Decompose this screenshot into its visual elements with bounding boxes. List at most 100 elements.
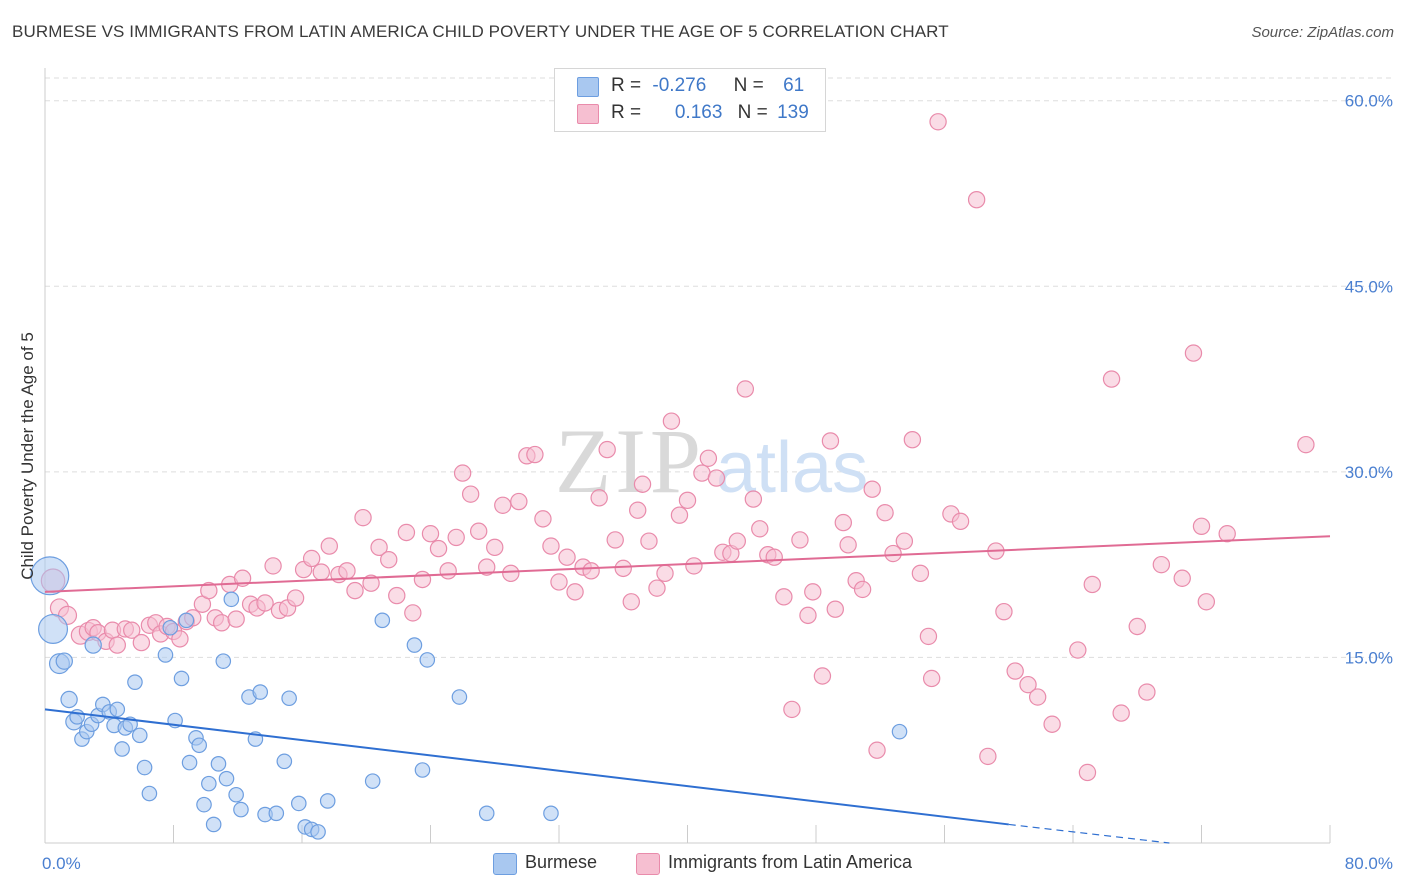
latin-america-point [826, 600, 844, 618]
latin-america-point [656, 564, 674, 583]
latin-america-point [813, 667, 832, 685]
latin-america-point [534, 510, 552, 528]
latin-america-point [629, 501, 647, 519]
latin-america-point [312, 563, 330, 581]
latin-america-point [919, 627, 938, 646]
latin-america-point [302, 549, 321, 568]
burmese-point [419, 652, 436, 668]
latin-america-point [1152, 555, 1171, 574]
latin-america-point [469, 522, 488, 540]
burmese-point [276, 753, 293, 770]
burmese-point [281, 690, 297, 707]
latin-america-point [1112, 704, 1130, 722]
chart-title: BURMESE VS IMMIGRANTS FROM LATIN AMERICA… [12, 22, 949, 41]
latin-america-point [853, 580, 872, 599]
trend-line-burmese [44, 708, 1009, 826]
latin-america-point [550, 573, 568, 591]
legend-label-burmese: Burmese [525, 852, 598, 872]
latin-america-point [227, 610, 245, 628]
burmese-point [451, 689, 468, 705]
latin-america-point [868, 741, 886, 759]
legend-r-value-latin-america: 0.163 [674, 102, 723, 123]
burmese-point [218, 770, 235, 787]
latin-america-point [338, 562, 356, 580]
latin-america-point [1192, 517, 1211, 536]
watermark: ZIP atlas [555, 410, 868, 512]
latin-america-point [622, 593, 640, 611]
legend-label-latin-america: Immigrants from Latin America [668, 852, 913, 872]
y-tick-label: 45.0% [1345, 277, 1393, 296]
latin-america-point [736, 380, 755, 398]
burmese-point [173, 670, 190, 687]
y-axis-label: Child Poverty Under the Age of 5 [18, 332, 37, 580]
latin-america-point [1043, 715, 1061, 733]
latin-america-point [286, 589, 305, 607]
latin-america-point [903, 431, 922, 449]
burmese-point [30, 556, 70, 596]
latin-america-point [123, 621, 141, 639]
latin-america-point [775, 588, 793, 606]
burmese-point [127, 674, 143, 690]
latin-america-point [1173, 569, 1191, 587]
burmese-point [109, 701, 126, 718]
legend-r-value-burmese: -0.276 [652, 75, 707, 96]
burmese-point [223, 591, 240, 608]
chart-source: Source: ZipAtlas.com [1251, 24, 1394, 41]
trend-line-latin-america [44, 535, 1331, 593]
latin-america-point [171, 630, 189, 648]
latin-america-point [108, 636, 126, 654]
latin-america-point [799, 606, 817, 625]
latin-america-point [995, 602, 1013, 621]
burmese-point [141, 785, 158, 802]
burmese-point [157, 647, 174, 663]
latin-america-point [678, 491, 697, 510]
legend-r-label: R = [611, 75, 642, 96]
latin-america-point [633, 475, 652, 493]
latin-america-point [670, 506, 689, 524]
latin-america-point [1083, 575, 1101, 594]
latin-america-point [1218, 525, 1236, 543]
burmese-point [162, 619, 179, 636]
legend-swatch-latin-america [636, 853, 660, 875]
latin-america-point [1019, 675, 1037, 694]
latin-america-point [1297, 435, 1315, 454]
latin-america-point [447, 528, 465, 547]
burmese-point [136, 759, 153, 776]
x-tick-label-max: 80.0% [1345, 854, 1393, 873]
latin-america-point [967, 191, 986, 209]
latin-america-point [256, 594, 274, 612]
latin-america-point [582, 562, 600, 580]
legend-n-value-burmese: 61 [783, 75, 805, 96]
burmese-point [196, 796, 212, 813]
burmese-point [543, 805, 559, 822]
axes [44, 68, 1331, 844]
burmese-point [60, 690, 78, 709]
latin-america-point [699, 449, 718, 467]
burmese-point [181, 754, 198, 771]
burmese-point [210, 756, 227, 772]
latin-america-point [502, 564, 520, 583]
series-legend: Burmese Immigrants from Latin America [0, 852, 1406, 878]
burmese-point [406, 637, 423, 653]
legend-r-label: R = [611, 102, 642, 123]
latin-america-point [542, 537, 560, 555]
latin-america-point [388, 586, 406, 605]
y-tick-label: 60.0% [1345, 92, 1393, 111]
latin-america-point [876, 503, 894, 522]
latin-america-point [200, 581, 218, 600]
legend-swatch-latin-america [577, 104, 599, 124]
latin-america-point [320, 537, 339, 555]
latin-america-point [461, 485, 480, 503]
latin-america-point [783, 700, 801, 719]
latin-america-point [429, 539, 448, 558]
burmese-point [252, 684, 269, 700]
tick-labels: 15.0% 30.0% 45.0% 60.0% 0.0% 80.0% [42, 92, 1393, 873]
burmese-point [414, 762, 431, 778]
latin-america-point [765, 548, 783, 566]
trend-lines [44, 535, 1331, 844]
latin-america-point [478, 558, 496, 576]
burmese-point [374, 612, 391, 629]
latin-america-point [1006, 662, 1024, 680]
latin-america-point [606, 531, 624, 549]
